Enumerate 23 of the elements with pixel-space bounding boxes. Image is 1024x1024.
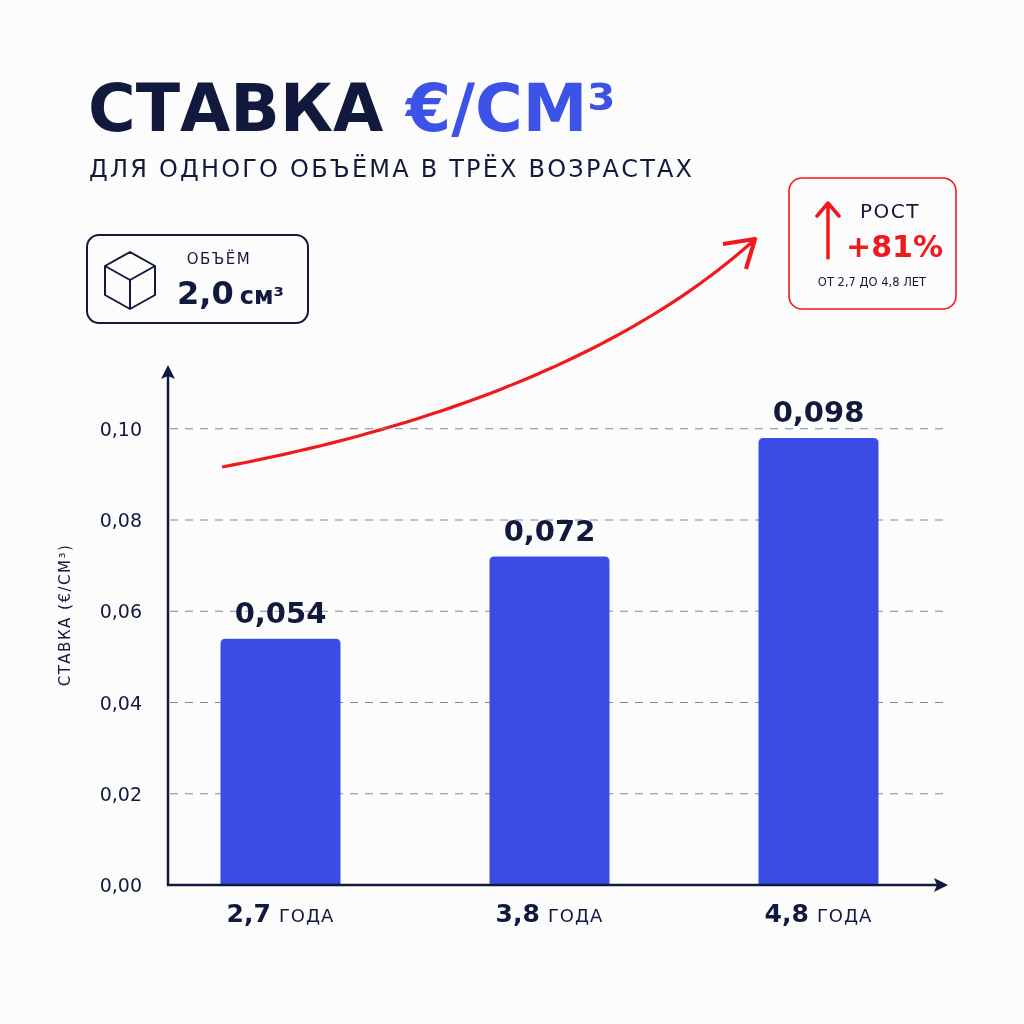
- x-tick-label: 4,8 ГОДА: [764, 899, 873, 928]
- bar: [220, 638, 341, 885]
- y-tick-label: 0,06: [99, 600, 142, 623]
- y-tick-label: 0,02: [99, 782, 142, 805]
- x-tick-label: 2,7 ГОДА: [226, 899, 335, 928]
- y-axis-title: СТАВКА (€/СМ³): [56, 543, 74, 687]
- chart-subtitle: ДЛЯ ОДНОГО ОБЪЁМА В ТРЁХ ВОЗРАСТАХ: [89, 154, 695, 183]
- x-tick-label: 3,8 ГОДА: [495, 899, 604, 928]
- bar: [489, 556, 610, 885]
- text: 2,0 см³: [177, 274, 285, 312]
- chart-title: СТАВКА €/СМ³: [88, 71, 616, 146]
- data-label: 0,054: [234, 595, 327, 630]
- data-label: 0,098: [772, 394, 865, 429]
- y-tick-label: 0,08: [99, 509, 142, 531]
- data-label: 0,072: [503, 513, 596, 548]
- text: +81%: [846, 229, 943, 264]
- text: РОСТ: [860, 199, 920, 223]
- y-tick-label: 0,04: [99, 691, 142, 714]
- text: ОТ 2,7 ДО 4,8 ЛЕТ: [817, 275, 928, 289]
- y-tick-label: 0,00: [99, 874, 142, 896]
- y-tick-label: 0,10: [99, 417, 142, 440]
- text: ОБЪЁМ: [186, 249, 252, 268]
- bar: [758, 437, 879, 885]
